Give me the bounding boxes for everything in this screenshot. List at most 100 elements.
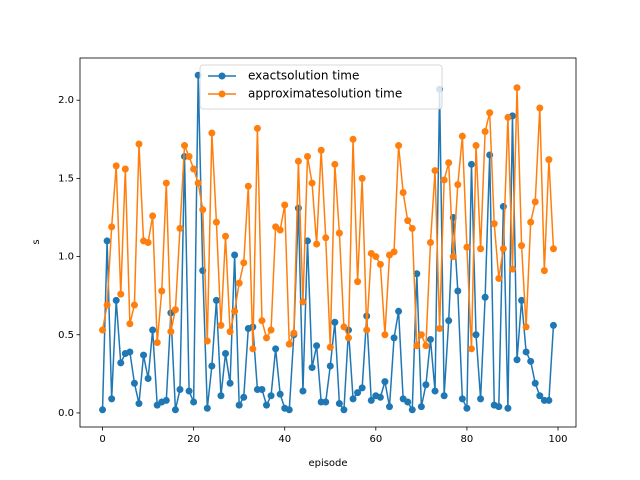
point bbox=[436, 324, 444, 332]
point bbox=[536, 104, 544, 112]
point bbox=[417, 403, 425, 411]
point bbox=[285, 406, 293, 414]
point bbox=[458, 395, 466, 403]
x-tick-label: 40 bbox=[278, 434, 291, 445]
point bbox=[226, 379, 234, 387]
point bbox=[121, 165, 129, 173]
point bbox=[258, 385, 266, 393]
point bbox=[203, 337, 211, 345]
point bbox=[367, 396, 375, 404]
point bbox=[326, 343, 334, 351]
point bbox=[112, 296, 120, 304]
point bbox=[117, 290, 125, 298]
point bbox=[231, 307, 239, 315]
point bbox=[440, 176, 448, 184]
legend-label: approximatesolution time bbox=[248, 87, 402, 101]
point bbox=[304, 237, 312, 245]
point bbox=[304, 153, 312, 161]
point bbox=[322, 398, 330, 406]
point bbox=[540, 267, 548, 275]
point bbox=[322, 234, 330, 242]
point bbox=[376, 393, 384, 401]
point bbox=[381, 378, 389, 386]
point bbox=[263, 401, 271, 409]
point bbox=[217, 392, 225, 400]
point bbox=[331, 318, 339, 326]
axes-frame bbox=[79, 57, 577, 428]
point bbox=[276, 226, 284, 234]
legend-marker bbox=[218, 72, 226, 80]
point bbox=[167, 328, 175, 336]
point bbox=[426, 239, 434, 246]
point bbox=[472, 142, 480, 150]
point bbox=[463, 243, 471, 251]
point bbox=[363, 326, 371, 334]
point bbox=[390, 248, 398, 256]
point bbox=[499, 203, 507, 211]
point bbox=[313, 240, 321, 248]
point bbox=[404, 217, 412, 225]
point bbox=[276, 390, 284, 398]
point bbox=[272, 345, 280, 353]
point bbox=[281, 201, 289, 209]
point bbox=[171, 306, 179, 314]
point bbox=[235, 279, 243, 287]
point bbox=[340, 323, 348, 331]
point bbox=[395, 307, 403, 315]
point bbox=[126, 348, 134, 356]
point bbox=[181, 142, 189, 150]
point bbox=[162, 179, 170, 187]
point bbox=[135, 400, 143, 408]
point bbox=[249, 345, 257, 353]
point bbox=[458, 132, 466, 140]
point bbox=[549, 321, 557, 329]
y-tick-label: 1.5 bbox=[58, 173, 74, 184]
point bbox=[267, 392, 275, 400]
y-tick-label: 2.0 bbox=[58, 95, 74, 106]
point bbox=[481, 293, 489, 301]
point bbox=[222, 350, 230, 358]
point bbox=[308, 364, 316, 372]
point bbox=[467, 345, 475, 353]
legend: exactsolution time approximatesolution ti… bbox=[199, 64, 443, 110]
point bbox=[203, 404, 211, 412]
series bbox=[99, 84, 557, 353]
point bbox=[99, 406, 107, 414]
point bbox=[285, 340, 293, 348]
point bbox=[354, 278, 362, 286]
point bbox=[103, 301, 111, 309]
point bbox=[308, 179, 316, 187]
point bbox=[545, 156, 553, 164]
point bbox=[258, 317, 266, 325]
point bbox=[162, 396, 170, 404]
x-tick-label: 20 bbox=[187, 434, 200, 445]
point bbox=[358, 384, 366, 392]
point bbox=[212, 296, 220, 304]
point bbox=[413, 270, 421, 278]
legend-marker bbox=[218, 90, 226, 98]
point bbox=[99, 326, 107, 334]
point bbox=[158, 287, 166, 295]
point bbox=[499, 245, 507, 253]
point bbox=[527, 357, 535, 365]
point bbox=[126, 320, 134, 328]
series-line bbox=[101, 86, 555, 350]
point bbox=[426, 335, 434, 343]
point bbox=[144, 239, 152, 246]
point bbox=[422, 342, 430, 350]
point bbox=[194, 179, 202, 187]
point bbox=[376, 260, 384, 268]
x-tick-label: 0 bbox=[99, 434, 105, 445]
point bbox=[513, 356, 521, 364]
point bbox=[395, 142, 403, 150]
series bbox=[99, 71, 557, 414]
x-tick-label: 80 bbox=[461, 434, 474, 445]
point bbox=[149, 326, 157, 334]
point bbox=[467, 160, 475, 168]
x-tick-label: 60 bbox=[369, 434, 382, 445]
legend-label: exactsolution time bbox=[248, 69, 359, 83]
point bbox=[199, 206, 207, 214]
point bbox=[399, 188, 407, 196]
point bbox=[222, 232, 230, 240]
point bbox=[431, 387, 439, 395]
